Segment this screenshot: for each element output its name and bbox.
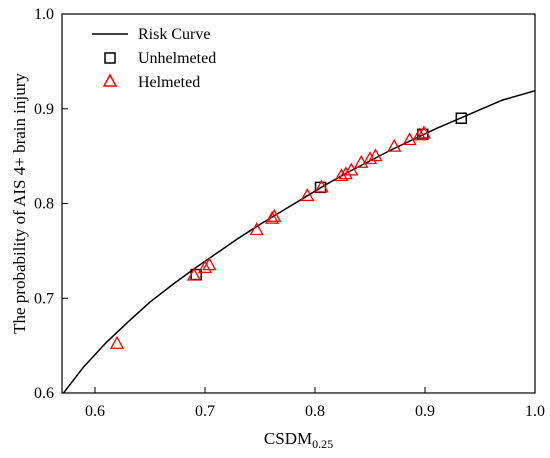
helmeted-point	[267, 208, 282, 222]
helmeted-point	[265, 210, 280, 224]
legend-helmeted-label: Helmeted	[138, 74, 200, 91]
y-tick-label: 0.9	[34, 101, 54, 118]
helmeted-point	[344, 162, 359, 176]
helmeted-point	[109, 335, 125, 349]
helmeted-point	[300, 188, 315, 202]
axis-ticks: 0.6 0.7 0.8 0.9 1.0 0.6 0.7 0.8 0.9 1.0	[34, 6, 545, 420]
x-axis-title-subscript: 0.25	[312, 437, 333, 451]
helmeted-point	[402, 132, 417, 146]
helmeted-point	[362, 151, 378, 165]
helmeted-point	[416, 125, 431, 139]
y-tick-label: 1.0	[34, 6, 54, 23]
legend-helmeted-swatch	[102, 73, 118, 87]
helmeted-point	[249, 222, 264, 236]
helmeted-point	[186, 267, 202, 281]
y-axis-title: The probability of AIS 4+ brain injury	[10, 73, 29, 334]
legend: Risk Curve Unhelmeted Helmeted	[92, 26, 216, 91]
plot-area	[62, 90, 535, 393]
x-tick-label: 0.7	[195, 403, 215, 420]
x-tick-label: 1.0	[525, 403, 545, 420]
helmeted-point	[197, 260, 213, 274]
helmeted-point	[314, 179, 329, 193]
helmeted-point	[412, 127, 427, 141]
helmeted-point	[202, 257, 217, 271]
helmeted-point	[334, 168, 349, 182]
y-tick-label: 0.8	[34, 196, 54, 213]
risk-curve-line	[62, 90, 535, 393]
y-tick-label: 0.6	[34, 385, 54, 402]
helmeted-point	[387, 138, 402, 152]
helmeted-point	[368, 148, 383, 162]
x-tick-label: 0.9	[415, 403, 435, 420]
legend-unhelmeted-swatch	[104, 52, 116, 64]
helmeted-point	[338, 166, 353, 180]
x-tick-label: 0.6	[85, 403, 105, 420]
y-tick-label: 0.7	[34, 290, 54, 307]
x-axis-title: CSDM0.25	[264, 429, 333, 451]
legend-unhelmeted-label: Unhelmeted	[138, 50, 216, 67]
x-tick-label: 0.8	[305, 403, 325, 420]
plot-frame	[61, 13, 536, 394]
legend-risk-curve-label: Risk Curve	[138, 26, 210, 43]
unhelmeted-point	[455, 112, 468, 124]
